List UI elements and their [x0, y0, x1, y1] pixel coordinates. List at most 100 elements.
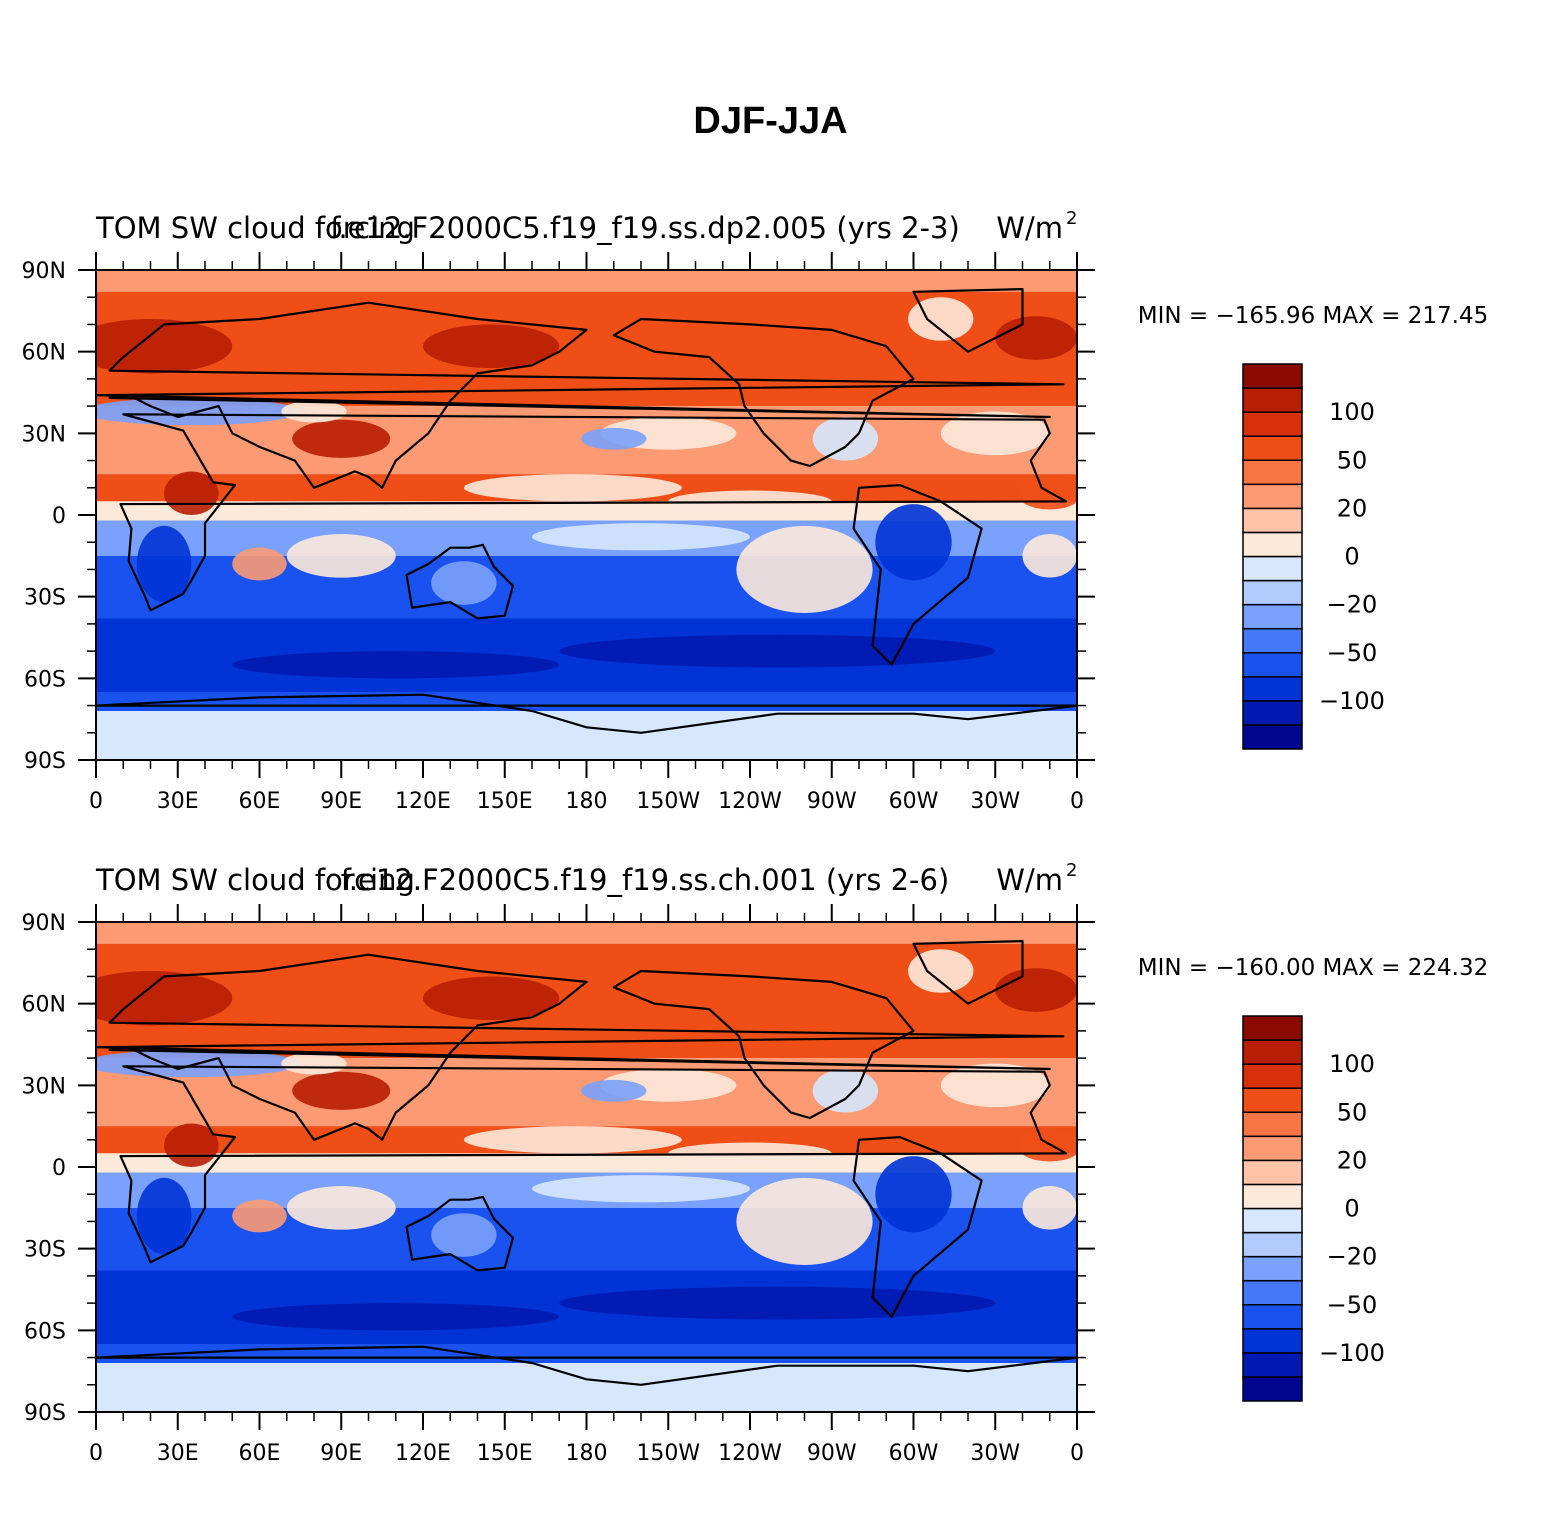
- coastline: [119, 413, 1068, 612]
- field-contours: [96, 270, 1077, 760]
- field-feature: [559, 634, 996, 668]
- min-max-stats: MIN = −165.96 MAX = 217.45: [1138, 303, 1489, 329]
- colorbar-swatch: [1242, 579, 1303, 606]
- lon-tick-label: 90W: [807, 1441, 857, 1466]
- colorbar-swatch: [1242, 531, 1303, 558]
- lon-tick-label: 30W: [970, 1441, 1020, 1466]
- map-panel-1-svg: 90N 60N 30N 0 30S 60S 90S 0 30E 60E 90E 120E 150E 180…: [22, 208, 1489, 814]
- field-feature: [286, 534, 396, 578]
- colorbar-label: 50: [1337, 1098, 1368, 1126]
- lat-tick-label: 0: [52, 1156, 66, 1181]
- field-feature: [136, 525, 192, 603]
- colorbar-swatch: [1242, 1015, 1303, 1041]
- field-band: [96, 1343, 1077, 1363]
- field-feature: [232, 651, 560, 679]
- colorbar-swatch: [1242, 627, 1303, 654]
- colorbar: −100 −50 −20 0 20 50 100: [1242, 363, 1385, 750]
- lon-tick-label: 60W: [889, 1441, 939, 1466]
- lat-tick-label: 30N: [22, 1074, 66, 1099]
- coastline: [912, 288, 1024, 353]
- coastline: [405, 543, 514, 620]
- field-feature: [940, 411, 1050, 456]
- field-feature: [875, 504, 952, 581]
- field-band: [96, 922, 1077, 944]
- lon-tick-label: 90E: [320, 789, 362, 814]
- map-axes: 90N 60N 30N 0 30S 60S 90S 0 30E 60E 90E 120E 150E 180…: [22, 904, 1095, 1466]
- lon-tick-label: 120E: [395, 789, 451, 814]
- coastline: [612, 969, 915, 1120]
- field-feature: [281, 400, 347, 423]
- field-feature: [995, 968, 1077, 1012]
- field-feature: [463, 474, 682, 502]
- lon-tick-label: 30W: [970, 789, 1020, 814]
- right-title-superscript: 2: [1066, 860, 1077, 881]
- colorbar-label: 20: [1337, 1146, 1368, 1174]
- colorbar-swatch: [1242, 555, 1303, 582]
- map-axes: 90N 60N 30N 0 30S 60S 90S 0 30E 60E 90E 120E 150E 180…: [22, 252, 1095, 814]
- lat-tick-label: 30N: [22, 422, 66, 447]
- colorbar-swatch: [1242, 1279, 1303, 1306]
- colorbar-swatch: [1242, 700, 1303, 726]
- coastline: [96, 1345, 1077, 1386]
- field-band: [96, 711, 1077, 760]
- lat-tick-label: 90S: [24, 749, 66, 774]
- colorbar-swatch: [1242, 483, 1303, 510]
- field-feature: [431, 1213, 497, 1257]
- lon-tick-label: 150E: [477, 789, 533, 814]
- coastline: [852, 484, 983, 666]
- colorbar-swatch: [1242, 1304, 1303, 1330]
- colorbar-swatch: [1242, 507, 1303, 534]
- field-feature: [136, 1177, 192, 1255]
- lon-tick-label: 150W: [636, 1441, 700, 1466]
- right-title: W/m: [996, 211, 1063, 245]
- field-feature: [1022, 534, 1077, 578]
- colorbar-swatch: [1242, 676, 1303, 702]
- field-feature: [96, 319, 233, 374]
- field-feature: [908, 297, 974, 341]
- colorbar-swatch: [1242, 411, 1303, 437]
- colorbar-swatch: [1242, 1087, 1303, 1113]
- min-max-stats: MIN = −160.00 MAX = 224.32: [1138, 955, 1489, 981]
- lon-tick-label: 90W: [807, 789, 857, 814]
- field-feature: [292, 419, 391, 458]
- colorbar-label: −100: [1319, 687, 1385, 715]
- coastline: [852, 1136, 983, 1318]
- field-feature: [232, 547, 287, 581]
- field-feature: [423, 324, 560, 368]
- colorbar-label: 100: [1329, 1050, 1375, 1078]
- lon-tick-label: 120W: [718, 789, 782, 814]
- colorbar-swatch: [1242, 1328, 1303, 1354]
- lat-tick-label: 90N: [22, 259, 66, 284]
- colorbar-label: 20: [1337, 494, 1368, 522]
- colorbar-swatch: [1242, 1159, 1303, 1186]
- field-feature: [1022, 1186, 1077, 1230]
- colorbar-label: 100: [1329, 398, 1375, 426]
- colorbar-swatch: [1242, 1207, 1303, 1234]
- field-feature: [812, 417, 879, 461]
- lon-tick-label: 0: [89, 1441, 103, 1466]
- center-title: f.e12.F2000C5.f19_f19.ss.dp2.005 (yrs 2-…: [330, 211, 960, 245]
- field-band: [96, 691, 1077, 711]
- colorbar-swatch: [1242, 652, 1303, 678]
- colorbar-swatch: [1242, 459, 1303, 486]
- field-feature: [232, 1199, 287, 1233]
- left-title: TOM SW cloud forcing: [95, 863, 415, 897]
- colorbar-swatch: [1242, 1135, 1303, 1162]
- panel-titles: TOM SW cloud forcingf.e12.F2000C5.f19_f1…: [95, 860, 1488, 981]
- field-feature: [581, 427, 647, 450]
- field-feature: [875, 1156, 952, 1233]
- right-title-superscript: 2: [1066, 208, 1077, 229]
- shortwave-cloud-forcing-field: [96, 922, 1077, 1412]
- field-feature: [940, 1063, 1050, 1108]
- lat-tick-label: 90S: [24, 1401, 66, 1426]
- lat-tick-label: 60S: [24, 667, 66, 692]
- colorbar-label: −50: [1327, 1291, 1378, 1319]
- coastline: [96, 693, 1077, 734]
- center-title: f.e12.F2000C5.f19_f19.ss.ch.001 (yrs 2-6…: [341, 863, 950, 897]
- shortwave-cloud-forcing-field: [96, 270, 1077, 760]
- colorbar-swatch: [1242, 1231, 1303, 1258]
- lat-tick-label: 30S: [24, 1238, 66, 1263]
- field-feature: [96, 971, 233, 1026]
- lon-tick-label: 120W: [718, 1441, 782, 1466]
- lon-tick-label: 30E: [157, 1441, 199, 1466]
